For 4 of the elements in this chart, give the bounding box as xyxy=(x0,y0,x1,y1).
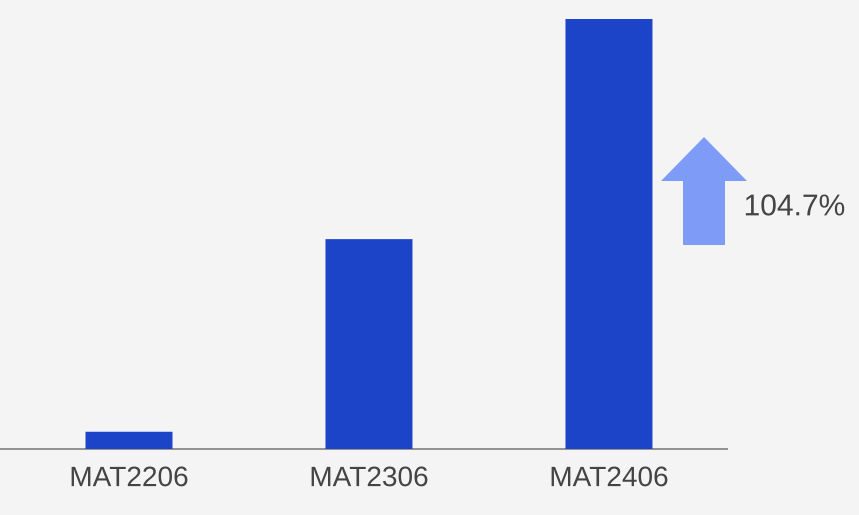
x-tick-label: MAT2306 xyxy=(312,466,428,486)
x-tick-label: MAT2206 xyxy=(72,466,188,486)
x-tick-label: MAT2406 xyxy=(552,466,668,486)
text: 104.7% xyxy=(746,194,844,216)
